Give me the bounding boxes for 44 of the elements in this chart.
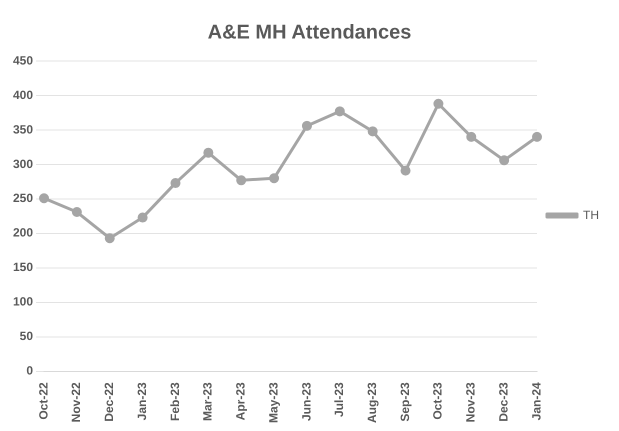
point — [400, 166, 411, 176]
legend-label: TH — [583, 208, 600, 222]
point — [269, 173, 280, 184]
point — [104, 233, 115, 244]
point — [170, 178, 180, 188]
x-tick-label: Aug-23 — [364, 382, 379, 423]
x-tick-label: Feb-23 — [168, 382, 182, 421]
y-tick-label: 200 — [12, 226, 34, 240]
point — [499, 155, 510, 166]
x-tick-label: Sep-23 — [398, 382, 412, 422]
point — [72, 207, 82, 218]
y-tick-label: 350 — [12, 122, 34, 136]
point — [203, 148, 214, 158]
y-tick-label: 300 — [12, 156, 34, 171]
y-tick-label: 100 — [12, 294, 34, 309]
point — [302, 120, 312, 131]
point — [334, 106, 345, 116]
y-tick-label: 50 — [20, 329, 34, 344]
x-tick-label: Apr-23 — [234, 382, 248, 420]
x-tick-label: Dec-23 — [496, 382, 510, 422]
point — [39, 193, 50, 204]
point — [433, 98, 444, 109]
point — [236, 175, 246, 186]
x-tick-label: Mar-23 — [200, 382, 215, 421]
y-tick-label: 0 — [26, 364, 34, 378]
x-tick-label: Oct-23 — [430, 382, 445, 420]
x-tick-label: Jan-24 — [529, 382, 544, 420]
x-tick-label: Jul-23 — [332, 382, 346, 417]
x-tick-label: May-23 — [266, 382, 280, 423]
point — [532, 132, 542, 142]
point — [466, 132, 476, 142]
x-tick-label: Nov-23 — [464, 382, 478, 422]
y-tick-label: 400 — [12, 88, 34, 102]
chart-title: A&E MH Attendances — [208, 22, 412, 44]
x-tick-label: Jan-23 — [134, 382, 149, 420]
x-tick-label: Dec-22 — [102, 382, 116, 422]
x-tick-label: Oct-22 — [36, 382, 50, 420]
x-tick-label: Jun-23 — [299, 382, 314, 421]
x-tick-label: Nov-22 — [69, 382, 84, 422]
point — [368, 126, 378, 136]
point — [138, 212, 148, 223]
y-tick-label: 150 — [12, 260, 34, 274]
y-tick-label: 250 — [12, 191, 34, 206]
y-tick-label: 450 — [12, 53, 34, 68]
